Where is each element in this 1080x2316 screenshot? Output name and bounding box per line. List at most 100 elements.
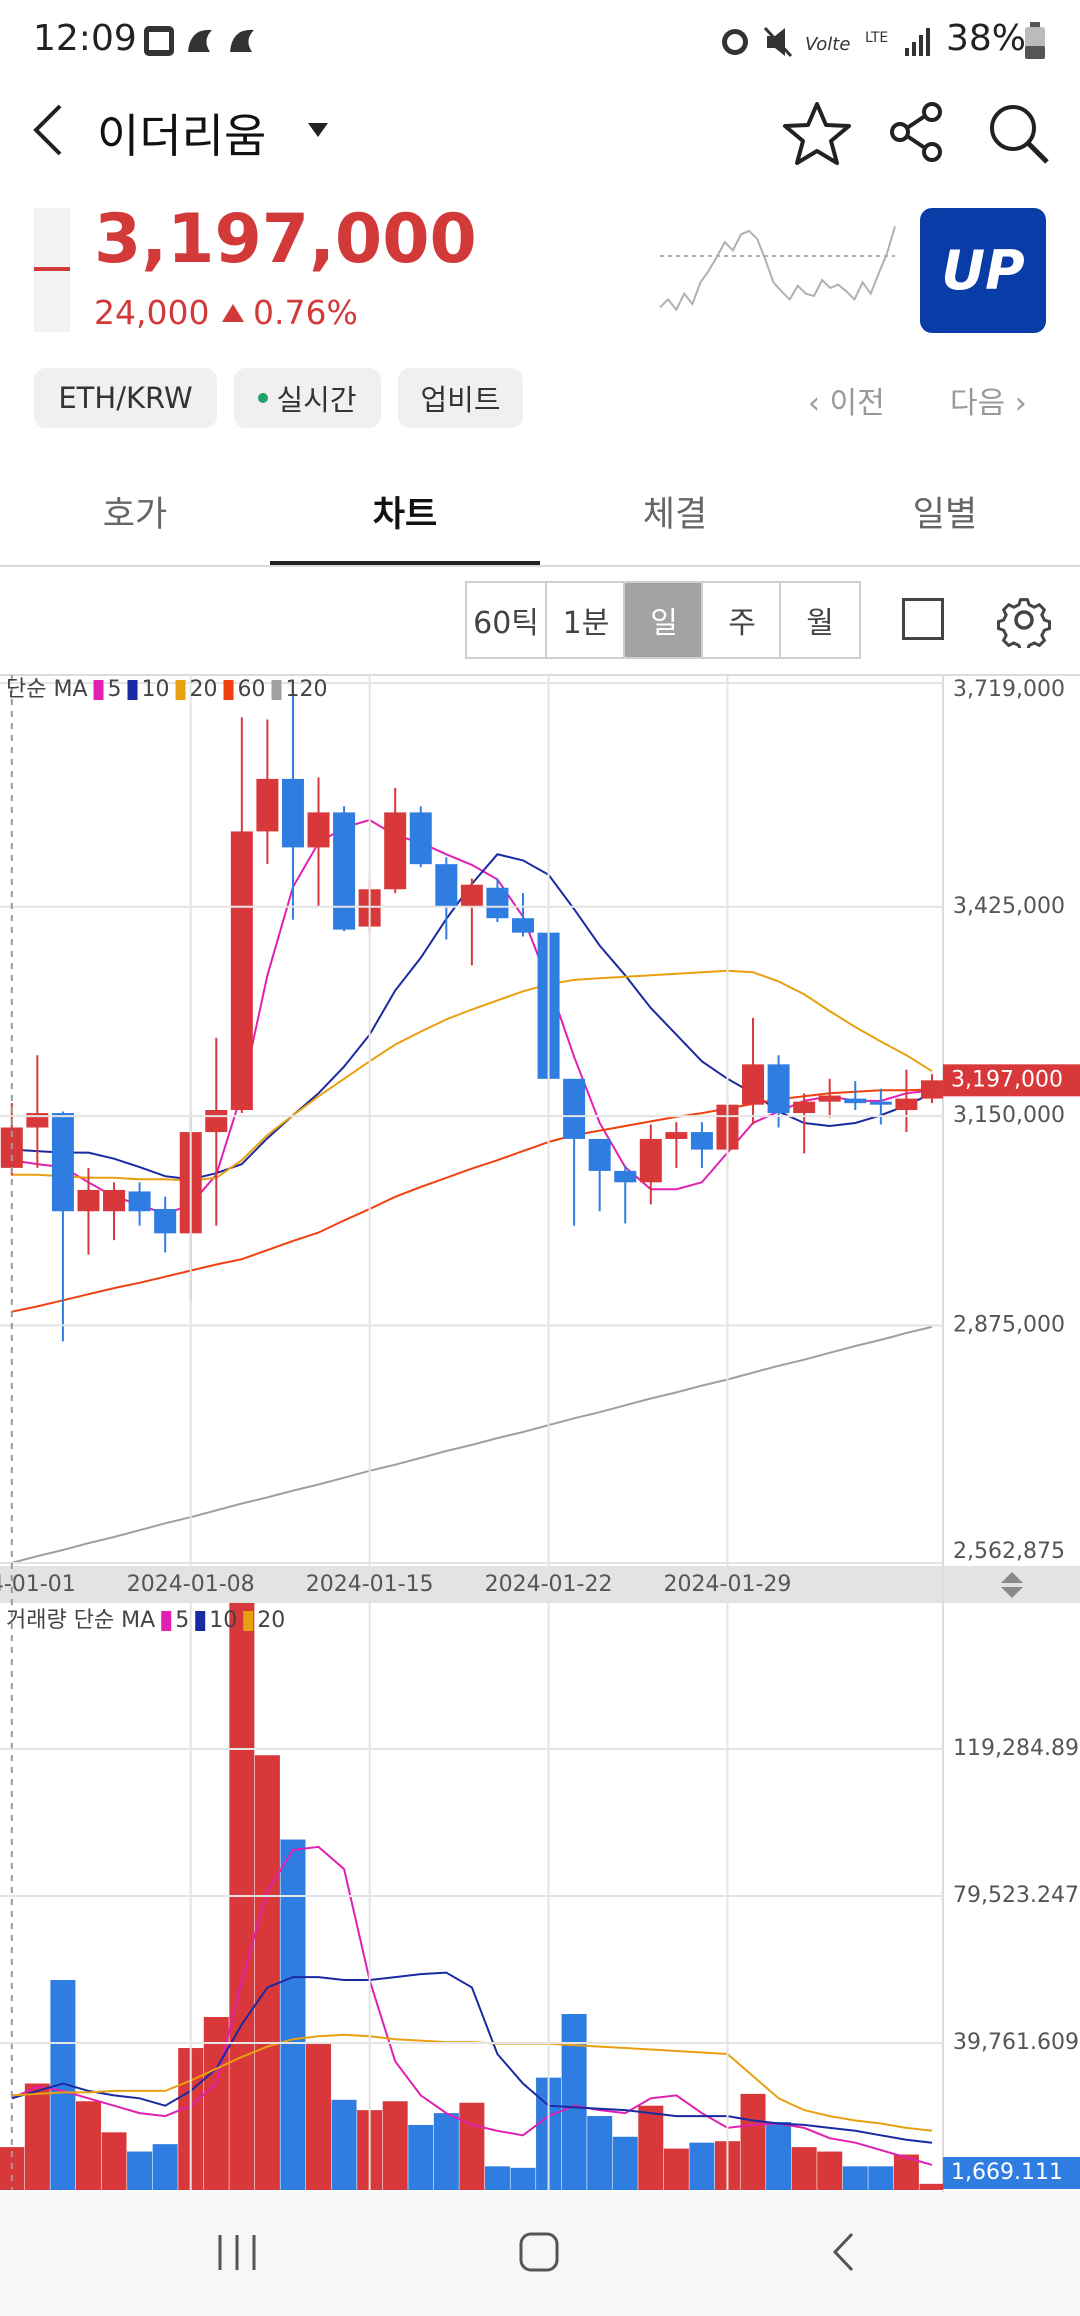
y-tick-label: 3,425,000 bbox=[953, 894, 1065, 919]
x-tick-label: 2024-01-22 bbox=[485, 1572, 613, 1597]
tab[interactable]: 차트 bbox=[372, 495, 438, 535]
svg-text:LTE: LTE bbox=[865, 30, 888, 46]
legend-swatch bbox=[93, 680, 104, 700]
market-chip[interactable]: ETH/KRW bbox=[34, 368, 217, 428]
battery-icon bbox=[1025, 22, 1045, 59]
settings-button[interactable] bbox=[996, 592, 1052, 648]
period-button[interactable]: 1분 bbox=[545, 583, 625, 657]
candle-body bbox=[154, 1208, 177, 1234]
status-icons bbox=[144, 26, 254, 56]
volume-bar bbox=[689, 2142, 715, 2190]
candle-body bbox=[512, 918, 534, 933]
candle-body bbox=[665, 1132, 688, 1139]
candle-body bbox=[230, 831, 253, 1111]
share-button[interactable] bbox=[888, 102, 948, 162]
back-button[interactable] bbox=[28, 102, 68, 158]
prev-button[interactable]: ‹ 이전 bbox=[808, 386, 885, 421]
axis-scroll-icon[interactable] bbox=[1001, 1572, 1023, 1598]
legend-label: 60 bbox=[238, 677, 266, 702]
candle-body bbox=[205, 1110, 228, 1133]
volume-bar bbox=[306, 2043, 332, 2190]
favorite-button[interactable] bbox=[782, 100, 852, 166]
legend-swatch bbox=[127, 680, 138, 700]
y-tick-label: 119,284.890 bbox=[953, 1736, 1080, 1761]
price-change: 24,000 bbox=[94, 293, 210, 332]
ma-line bbox=[11, 1325, 933, 1564]
x-tick-label: 2024-01-29 bbox=[664, 1572, 792, 1597]
change-bar bbox=[34, 208, 70, 332]
candle-body bbox=[869, 1101, 892, 1105]
change-rate: 0.76% bbox=[253, 293, 358, 332]
period-button[interactable]: 60틱 bbox=[473, 606, 539, 641]
candle-body bbox=[793, 1101, 816, 1114]
volume-bar bbox=[868, 2166, 894, 2190]
candle-body bbox=[77, 1189, 100, 1212]
volume-bar bbox=[127, 2151, 153, 2190]
legend-label: 20 bbox=[190, 677, 218, 702]
legend-swatch bbox=[243, 1611, 254, 1631]
prev-text: 이전 bbox=[829, 386, 885, 421]
tab-divider bbox=[0, 565, 1080, 567]
current-price: 3,197,000 bbox=[94, 200, 477, 279]
volume-bar bbox=[510, 2167, 536, 2190]
next-button[interactable]: 다음 › bbox=[950, 386, 1027, 421]
volume-bar bbox=[433, 2113, 459, 2190]
candle-body bbox=[103, 1189, 126, 1212]
candle-body bbox=[690, 1132, 713, 1150]
nav-back[interactable] bbox=[832, 2232, 854, 2272]
coin-title[interactable]: 이더리움 bbox=[97, 109, 267, 163]
search-button[interactable] bbox=[985, 100, 1051, 166]
battery-text: 38% bbox=[946, 18, 1027, 59]
period-button[interactable]: 월 bbox=[779, 583, 859, 657]
chip-text: 실시간 bbox=[276, 383, 357, 417]
legend-label: 10 bbox=[142, 677, 170, 702]
candle-body bbox=[435, 864, 458, 907]
candle-body bbox=[563, 1078, 586, 1139]
x-tick-label: 2024-01-01 bbox=[0, 1572, 76, 1597]
price-plot bbox=[0, 690, 943, 1564]
current-volume-box bbox=[943, 2157, 1080, 2189]
live-dot bbox=[258, 393, 269, 403]
tab[interactable]: 호가 bbox=[102, 495, 168, 535]
nav-recent[interactable] bbox=[218, 2235, 256, 2270]
candle-body bbox=[844, 1098, 867, 1104]
candle-body bbox=[460, 884, 483, 907]
x-tick-label: 2024-01-15 bbox=[306, 1572, 434, 1597]
tab[interactable]: 체결 bbox=[642, 495, 708, 535]
date-axis-band bbox=[0, 1566, 1080, 1603]
legend-label: 10 bbox=[209, 1608, 237, 1633]
current-price-box bbox=[943, 1064, 1080, 1097]
volume-bar bbox=[484, 2166, 510, 2190]
candle-body bbox=[128, 1191, 151, 1212]
y-tick-label: 79,523.247 bbox=[953, 1883, 1079, 1908]
legend-swatch bbox=[175, 680, 186, 700]
realtime-chip[interactable]: 실시간 bbox=[234, 368, 381, 428]
legend-swatch bbox=[195, 1611, 206, 1631]
volume-bar bbox=[587, 2116, 613, 2190]
legend-label: 120 bbox=[286, 677, 328, 702]
current-volume-label: 1,669.111 bbox=[951, 2160, 1063, 2185]
exchange-chip[interactable]: 업비트 bbox=[398, 368, 523, 428]
legend-swatch bbox=[271, 680, 282, 700]
volume-bar bbox=[740, 2093, 766, 2190]
nav-home[interactable] bbox=[519, 2232, 559, 2272]
legend-label: 5 bbox=[108, 677, 122, 702]
volume-bar bbox=[842, 2166, 868, 2190]
legend-label: 5 bbox=[175, 1608, 189, 1633]
period-button[interactable]: 주 bbox=[701, 583, 781, 657]
volume-bar bbox=[663, 2148, 689, 2190]
period-button[interactable]: 일 bbox=[623, 583, 703, 657]
candle-body bbox=[256, 778, 279, 832]
candle-body bbox=[767, 1064, 790, 1114]
fullscreen-button[interactable] bbox=[902, 598, 944, 640]
tab[interactable]: 일별 bbox=[912, 495, 978, 535]
volume-bar bbox=[561, 2014, 587, 2190]
legend-title: 단순 MA bbox=[6, 677, 88, 702]
candle-body bbox=[895, 1098, 918, 1111]
candle-body bbox=[818, 1095, 841, 1102]
y-tick-label: 2,875,000 bbox=[953, 1312, 1065, 1337]
title-dropdown[interactable] bbox=[306, 120, 330, 140]
candle-body bbox=[51, 1113, 74, 1212]
